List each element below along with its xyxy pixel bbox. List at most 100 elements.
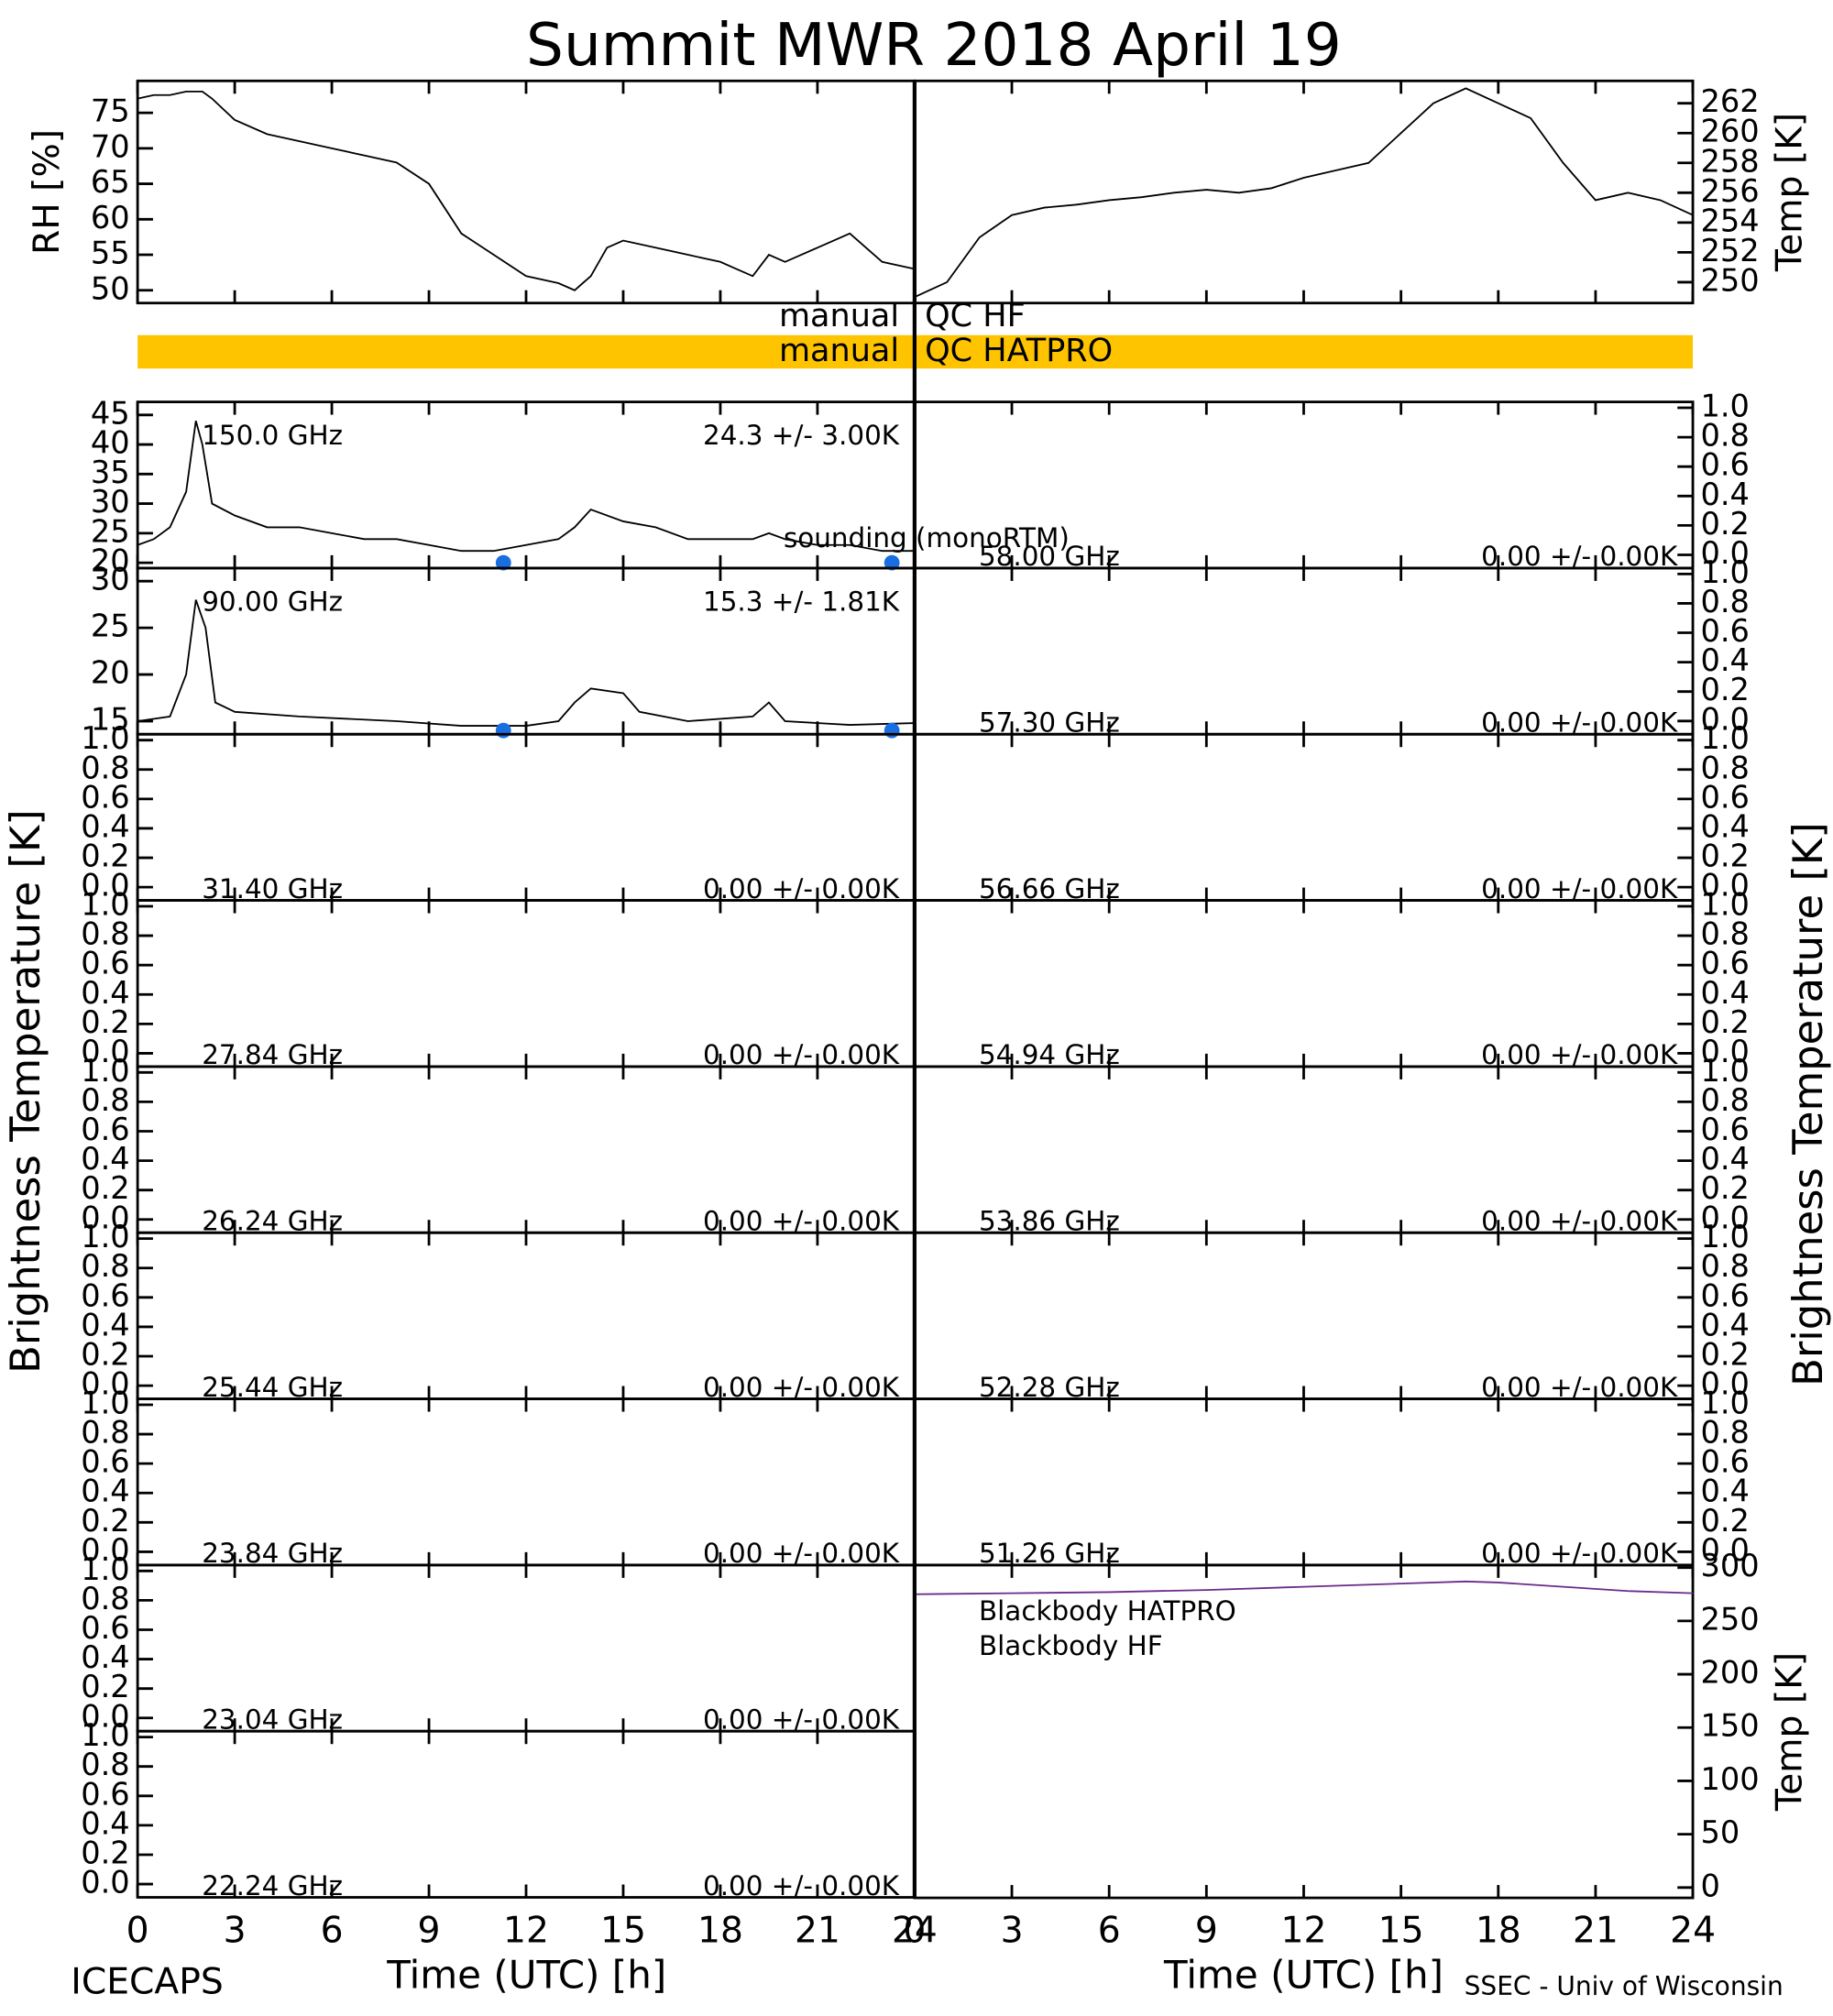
sounding-point [495,554,511,571]
y-tick-label: 0.6 [1700,613,1749,649]
sounding-point [495,722,511,739]
y-tick-label: 0.6 [1700,946,1749,981]
y-tick-label: 0.2 [81,1669,129,1704]
y-tick-label: 0.4 [1700,808,1749,844]
y-tick-label: 0.8 [1700,1248,1749,1284]
qc-prefix: manual [779,332,899,369]
x-axis-label: Time (UTC) [h] [1163,1952,1443,1997]
y-tick-label: 40 [91,425,130,461]
y-tick-label: 1.0 [81,1551,129,1587]
y-tick-label: 0.2 [1700,506,1749,542]
y-tick-label: 0.8 [81,1248,129,1284]
y-tick-label: 1.0 [1700,720,1749,756]
y-tick-label: 0.6 [1700,1277,1749,1313]
y-tick-label: 150 [1700,1708,1759,1744]
x-tick-label: 3 [1001,1910,1024,1951]
y-tick-label: 0.0 [81,1034,129,1069]
y-tick-label: 50 [1700,1814,1740,1850]
y-tick-label: 0.8 [1700,1415,1749,1451]
x-tick-label: 24 [1670,1910,1716,1951]
y-tick-label: 70 [91,128,130,164]
y-tick-label: 0.4 [81,1805,129,1841]
y-tick-label: 55 [91,236,130,271]
x-tick-label: 9 [418,1910,441,1951]
y-axis-label: RH [%] [27,129,68,255]
y-axis-label: Brightness Temperature [K] [1784,822,1832,1386]
y-tick-label: 0.6 [81,1444,129,1480]
y-tick-label: 0.0 [81,1366,129,1402]
channel-label: 22.24 GHz [202,1870,343,1901]
y-tick-label: 60 [91,200,130,236]
y-tick-label: 0.2 [1700,1004,1749,1040]
y-axis-label: Brightness Temperature [K] [1,809,49,1374]
sounding-label: sounding (monoRTM) [784,522,1070,553]
y-tick-label: 0.4 [81,975,129,1011]
y-tick-label: 75 [91,93,130,129]
x-tick-label: 12 [1281,1910,1327,1951]
data-line [137,90,916,291]
x-tick-label: 24 [892,1910,938,1951]
y-tick-label: 0.6 [81,946,129,981]
y-tick-label: 0.8 [81,1415,129,1451]
y-tick-label: 254 [1700,203,1759,238]
y-tick-label: 0.8 [1700,916,1749,952]
y-tick-label: 0.2 [1700,1337,1749,1373]
y-tick-label: 1.0 [1700,1053,1749,1089]
x-tick-label: 21 [1573,1910,1619,1951]
sounding-point [884,554,900,571]
y-tick-label: 25 [91,513,130,549]
y-tick-label: 0.6 [81,1776,129,1812]
y-tick-label: 1.0 [1700,1385,1749,1420]
y-tick-label: 0.0 [81,1865,129,1901]
y-tick-label: 1.0 [1700,1219,1749,1255]
y-tick-label: 0.4 [81,808,129,844]
y-tick-label: 252 [1700,233,1759,268]
x-tick-label: 9 [1195,1910,1218,1951]
y-tick-label: 0.6 [81,1610,129,1646]
y-tick-label: 300 [1700,1548,1759,1583]
y-tick-label: 0.6 [1700,1444,1749,1480]
y-tick-label: 0.8 [1700,418,1749,454]
y-tick-label: 0.8 [81,750,129,785]
y-tick-label: 250 [1700,262,1759,298]
y-tick-label: 30 [91,484,130,520]
y-tick-label: 0.8 [81,1747,129,1782]
y-tick-label: 1.0 [81,1385,129,1420]
data-line [137,599,915,727]
channel-stats: 0.00 +/- 0.00K [703,1870,900,1901]
y-tick-label: 0.2 [1700,1503,1749,1539]
y-tick-label: 200 [1700,1655,1759,1691]
y-tick-label: 35 [91,455,130,490]
y-tick-label: 1.0 [1700,554,1749,590]
y-tick-label: 45 [91,395,130,431]
y-tick-label: 0.6 [1700,1112,1749,1147]
y-tick-label: 0.6 [81,1277,129,1313]
y-tick-label: 0.2 [81,1170,129,1206]
y-tick-label: 0.0 [1700,1532,1749,1568]
y-tick-label: 100 [1700,1761,1759,1797]
x-axis-label: Time (UTC) [h] [386,1952,666,1997]
y-tick-label: 0.0 [1700,868,1749,904]
y-tick-label: 1.0 [1700,886,1749,922]
y-tick-label: 25 [91,608,130,644]
y-tick-label: 0.4 [81,1474,129,1509]
y-tick-label: 1.0 [81,720,129,756]
channel-stats: 15.3 +/- 1.81K [703,586,900,617]
y-tick-label: 0 [1700,1868,1719,1903]
y-tick-label: 0.6 [1700,447,1749,483]
y-tick-label: 0.8 [81,1082,129,1118]
y-tick-label: 0.0 [1700,1366,1749,1402]
y-tick-label: 0.4 [1700,477,1749,512]
y-tick-label: 0.6 [81,1112,129,1147]
y-tick-label: 0.0 [1700,701,1749,737]
y-tick-label: 0.8 [1700,1082,1749,1118]
y-axis-label: Temp [K] [1769,113,1810,272]
x-tick-label: 18 [697,1910,743,1951]
data-line [137,421,915,553]
channel-stats: 24.3 +/- 3.00K [703,420,900,451]
y-tick-label: 1.0 [81,1219,129,1255]
sounding-point [884,722,900,739]
y-tick-label: 0.0 [81,1532,129,1568]
y-tick-label: 0.4 [81,1141,129,1177]
